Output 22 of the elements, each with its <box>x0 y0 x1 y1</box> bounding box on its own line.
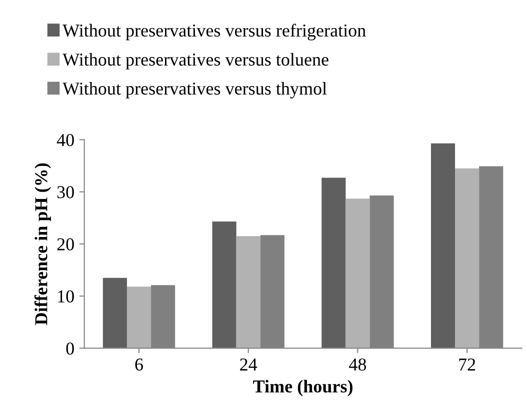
y-tick-label: 40 <box>56 134 74 146</box>
legend-label: Without preservatives versus thymol <box>62 82 327 98</box>
x-tick-label: 48 <box>349 358 366 371</box>
bar <box>102 278 127 348</box>
bar <box>212 222 236 348</box>
bar <box>455 168 480 348</box>
legend-label: Without preservatives versus toluene <box>62 52 328 70</box>
x-tick-label: 6 <box>135 358 143 371</box>
bar <box>126 286 152 348</box>
y-tick-label: 20 <box>57 238 74 250</box>
x-tick-label: 24 <box>240 358 258 370</box>
y-tick-label: 0 <box>66 342 74 355</box>
bar <box>236 236 260 348</box>
bar <box>346 198 370 348</box>
bar <box>430 143 456 348</box>
y-axis-title: Difference in pH (%) <box>34 163 51 325</box>
bar <box>322 178 346 348</box>
x-tick-label: 72 <box>459 358 476 370</box>
y-tick-label: 30 <box>57 186 74 198</box>
legend-label: Without preservatives versus refrigeration <box>62 24 366 40</box>
x-axis-title: Time (hours) <box>253 380 352 396</box>
y-tick-label: 10 <box>58 290 74 303</box>
